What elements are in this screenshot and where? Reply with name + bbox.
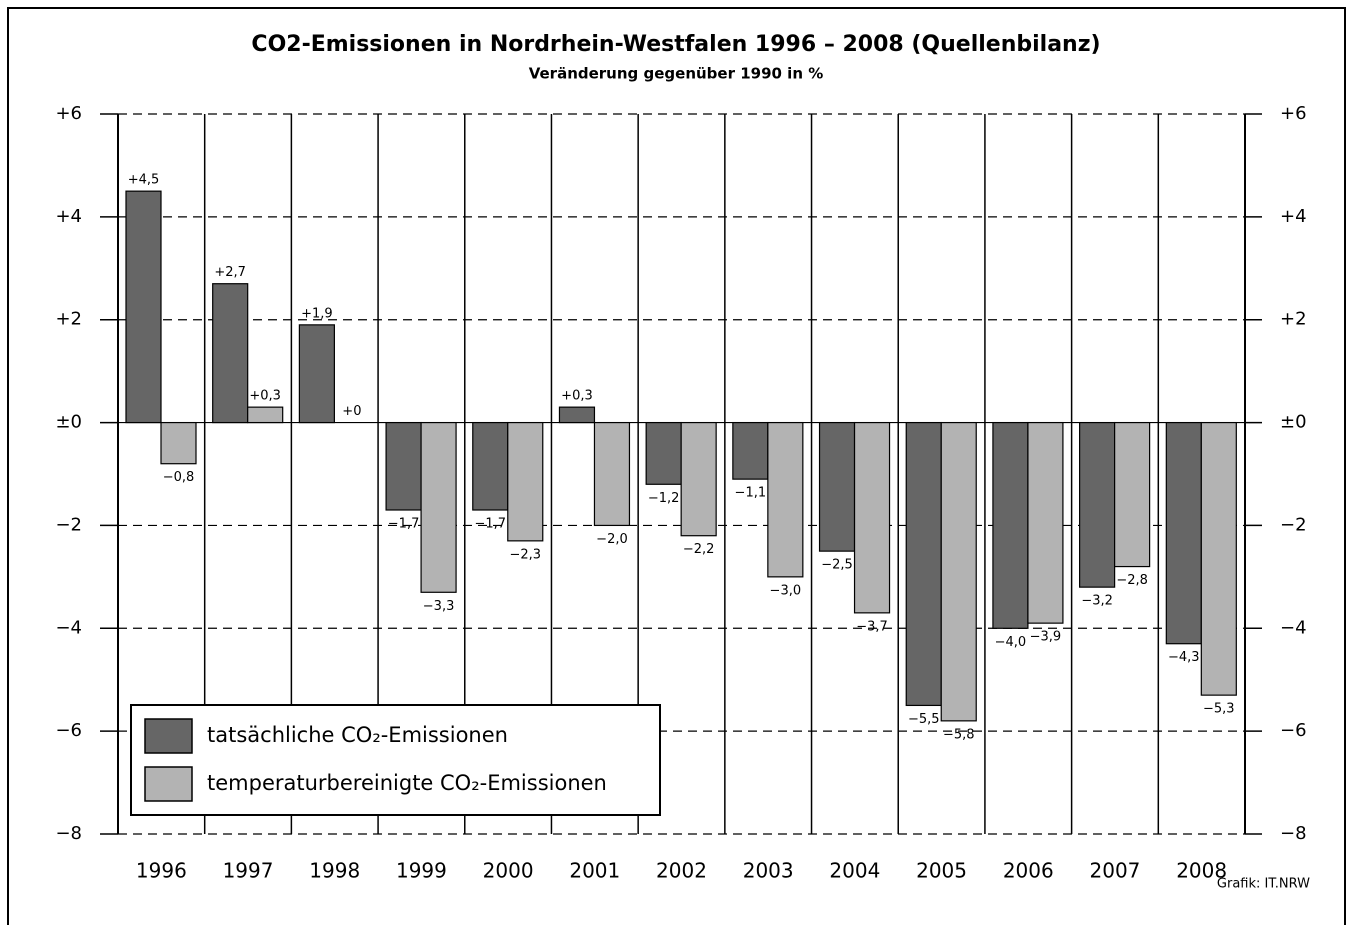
y2-tick-label: −8 bbox=[1280, 823, 1307, 844]
value-label: +0 bbox=[342, 404, 361, 419]
bar bbox=[1165, 421, 1202, 645]
bar bbox=[732, 421, 769, 480]
legend-label: tatsächliche CO₂-Emissionen bbox=[207, 723, 508, 747]
chart-subtitle: Veränderung gegenüber 1990 in % bbox=[529, 65, 824, 83]
value-label: −1,1 bbox=[735, 486, 767, 501]
y2-tick-label: −4 bbox=[1280, 617, 1307, 638]
value-label: −5,5 bbox=[908, 712, 940, 727]
value-label: −1,7 bbox=[388, 517, 420, 532]
value-label: −2,3 bbox=[509, 547, 541, 562]
bar bbox=[247, 406, 284, 424]
y2-tick-label: ±0 bbox=[1280, 412, 1307, 433]
source: Grafik: IT.NRW bbox=[1217, 877, 1310, 892]
x-tick-label: 2002 bbox=[656, 859, 707, 883]
y2-tick-label: −2 bbox=[1280, 514, 1307, 535]
y2-tick-label: +6 bbox=[1280, 103, 1307, 124]
chart-title: CO2-Emissionen in Nordrhein-Westfalen 19… bbox=[251, 32, 1100, 57]
x-tick-label: 2007 bbox=[1090, 859, 1141, 883]
bar bbox=[507, 421, 544, 542]
bar bbox=[645, 421, 682, 485]
bar bbox=[818, 421, 856, 552]
value-label: −2,5 bbox=[821, 558, 853, 573]
value-label: −0,8 bbox=[163, 470, 195, 485]
x-tick-label: 1996 bbox=[136, 859, 187, 883]
x-tick-label: 1998 bbox=[309, 859, 360, 883]
bar bbox=[298, 324, 335, 424]
bar bbox=[385, 421, 422, 511]
bar bbox=[853, 421, 891, 614]
y-tick-label: −4 bbox=[55, 617, 82, 638]
bar bbox=[992, 421, 1029, 629]
value-label: +0,3 bbox=[249, 389, 281, 404]
value-label: −2,8 bbox=[1116, 573, 1148, 588]
bar bbox=[558, 406, 596, 424]
bar bbox=[472, 421, 509, 511]
bar bbox=[680, 421, 717, 537]
legend-swatch bbox=[144, 766, 193, 802]
y2-tick-label: +4 bbox=[1280, 206, 1307, 227]
y2-tick-label: −6 bbox=[1280, 720, 1307, 741]
y-tick-label: −8 bbox=[55, 823, 82, 844]
bar bbox=[940, 421, 977, 722]
value-label: −4,0 bbox=[995, 635, 1027, 650]
y-tick-label: +2 bbox=[55, 309, 82, 330]
value-label: −3,7 bbox=[856, 619, 888, 634]
x-tick-label: 2006 bbox=[1003, 859, 1054, 883]
value-label: −5,3 bbox=[1203, 702, 1235, 717]
x-tick-label: 1999 bbox=[396, 859, 447, 883]
y-tick-label: +6 bbox=[55, 103, 82, 124]
x-tick-label: 1997 bbox=[223, 859, 274, 883]
x-tick-label: 2004 bbox=[829, 859, 880, 883]
value-label: −3,0 bbox=[770, 583, 802, 598]
value-label: +2,7 bbox=[214, 265, 246, 280]
bar bbox=[125, 190, 162, 424]
y-tick-label: ±0 bbox=[55, 412, 82, 433]
bar bbox=[1200, 421, 1237, 696]
x-tick-label: 2003 bbox=[743, 859, 794, 883]
value-label: −1,2 bbox=[648, 491, 680, 506]
x-tick-label: 2000 bbox=[483, 859, 534, 883]
bar bbox=[767, 421, 804, 578]
bar bbox=[420, 421, 457, 593]
value-label: −5,8 bbox=[943, 727, 975, 742]
bar bbox=[1027, 421, 1064, 624]
value-label: +0,3 bbox=[561, 389, 593, 404]
legend-swatch bbox=[144, 718, 193, 754]
legend-label: temperaturbereinigte CO₂-Emissionen bbox=[207, 771, 607, 795]
y2-tick-label: +2 bbox=[1280, 309, 1307, 330]
bar bbox=[212, 283, 249, 424]
y-tick-label: +4 bbox=[55, 206, 82, 227]
value-label: +4,5 bbox=[128, 173, 160, 188]
value-label: −1,7 bbox=[474, 517, 506, 532]
y-tick-label: −2 bbox=[55, 514, 82, 535]
value-label: +1,9 bbox=[301, 306, 333, 321]
bar bbox=[1114, 421, 1151, 568]
value-label: −3,2 bbox=[1081, 594, 1113, 609]
x-tick-label: 2008 bbox=[1176, 859, 1227, 883]
bar bbox=[160, 421, 197, 465]
y-tick-label: −6 bbox=[55, 720, 82, 741]
value-label: −2,2 bbox=[683, 542, 715, 557]
legend-box bbox=[130, 704, 661, 816]
value-label: −3,9 bbox=[1030, 630, 1062, 645]
value-label: −2,0 bbox=[596, 532, 628, 547]
bar bbox=[1079, 421, 1116, 588]
bar bbox=[905, 421, 942, 707]
x-tick-label: 2001 bbox=[569, 859, 620, 883]
value-label: −3,3 bbox=[423, 599, 455, 614]
bar bbox=[593, 421, 631, 527]
x-tick-label: 2005 bbox=[916, 859, 967, 883]
value-label: −4,3 bbox=[1168, 650, 1200, 665]
